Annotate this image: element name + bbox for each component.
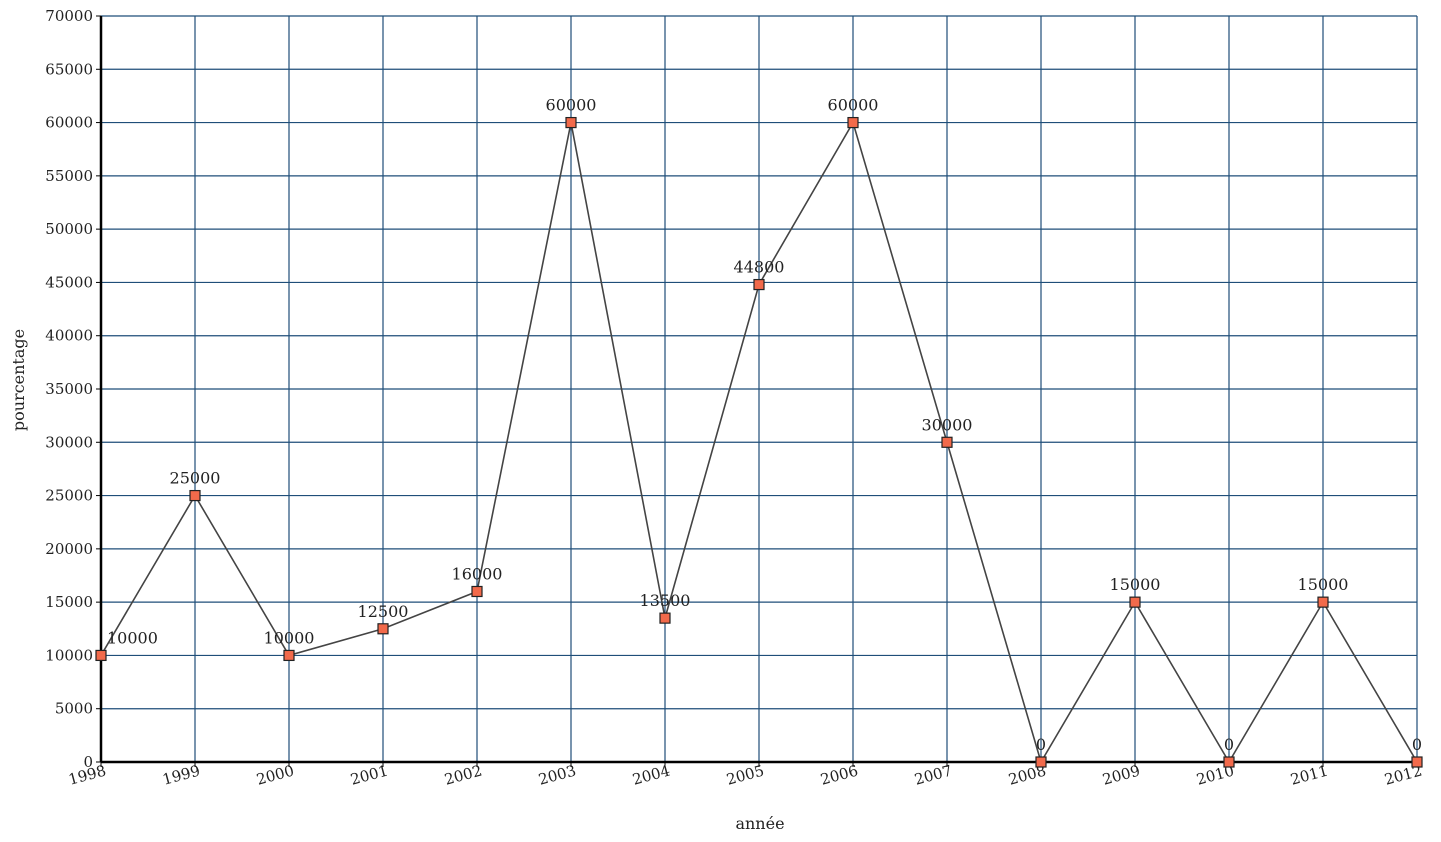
y-tick-label: 35000: [45, 380, 93, 398]
y-tick-label: 20000: [45, 540, 93, 558]
x-tick-label: 2009: [1100, 761, 1142, 788]
data-label: 16000: [452, 564, 503, 583]
x-tick-label: 2000: [254, 761, 296, 788]
data-label: 60000: [546, 96, 597, 115]
x-tick-label: 1998: [66, 761, 108, 788]
y-tick-label: 60000: [45, 114, 93, 132]
x-tick-label: 2006: [818, 761, 860, 788]
data-point-marker: [377, 623, 389, 635]
y-tick-label: 65000: [45, 60, 93, 78]
x-tick-label: 2003: [536, 761, 578, 788]
y-tick-label: 10000: [45, 646, 93, 664]
data-point-marker: [95, 649, 107, 662]
x-tick-label: 2002: [442, 761, 484, 788]
data-label: 10000: [264, 628, 315, 647]
data-label: 30000: [922, 415, 973, 434]
x-tick-label: 2007: [912, 761, 954, 788]
data-point-marker: [1223, 756, 1235, 768]
data-point-marker: [753, 278, 765, 291]
data-point-marker: [1411, 756, 1423, 768]
data-label: 44800: [734, 258, 785, 277]
y-tick-label: 25000: [45, 487, 93, 505]
data-point-marker: [847, 116, 859, 129]
data-label: 0: [1412, 735, 1422, 754]
data-point-marker: [283, 649, 295, 662]
data-point-marker: [565, 116, 577, 129]
y-tick-label: 30000: [45, 433, 93, 451]
y-tick-label: 70000: [45, 7, 93, 25]
data-point-marker: [1317, 596, 1329, 608]
data-label: 15000: [1298, 575, 1349, 594]
data-point-marker: [941, 436, 953, 448]
y-tick-label: 55000: [45, 167, 93, 185]
series-markers: [95, 116, 1423, 768]
data-label: 10000: [107, 628, 158, 647]
data-label: 12500: [358, 602, 409, 621]
y-tick-label: 40000: [45, 327, 93, 345]
y-tick-label: 5000: [55, 700, 93, 718]
y-axis-title: pourcentage: [9, 329, 28, 431]
data-label: 13500: [640, 591, 691, 610]
grid-lines: [101, 15, 1418, 762]
data-label: 0: [1224, 735, 1234, 754]
data-label: 0: [1036, 735, 1046, 754]
x-tick-label: 2004: [630, 761, 672, 788]
y-axis-ticks: 0 5000 10000 15000 20000 25000 30000 35000 40000…: [45, 7, 101, 771]
data-label: 60000: [828, 96, 879, 115]
y-tick-label: 0: [83, 753, 93, 771]
y-tick-label: 50000: [45, 220, 93, 238]
data-point-marker: [1035, 756, 1047, 768]
data-labels: 10000 25000 10000 12500 16000 60000 13500 44800…: [107, 96, 1422, 754]
data-label: 25000: [170, 469, 221, 488]
x-axis-title: année: [735, 814, 784, 833]
x-tick-label: 2001: [348, 761, 390, 788]
data-point-marker: [189, 489, 201, 502]
data-point-marker: [659, 612, 671, 624]
x-tick-label: 1999: [160, 761, 202, 788]
x-tick-label: 2005: [724, 761, 766, 788]
data-point-marker: [471, 585, 483, 598]
data-label: 15000: [1110, 575, 1161, 594]
y-tick-label: 45000: [45, 273, 93, 291]
y-tick-label: 15000: [45, 593, 93, 611]
data-point-marker: [1129, 596, 1141, 608]
x-tick-label: 2011: [1288, 761, 1330, 788]
x-axis-ticks: 1998 1999 2000 2001 2002 2003 2004 2005 2006 2007…: [66, 761, 1424, 788]
